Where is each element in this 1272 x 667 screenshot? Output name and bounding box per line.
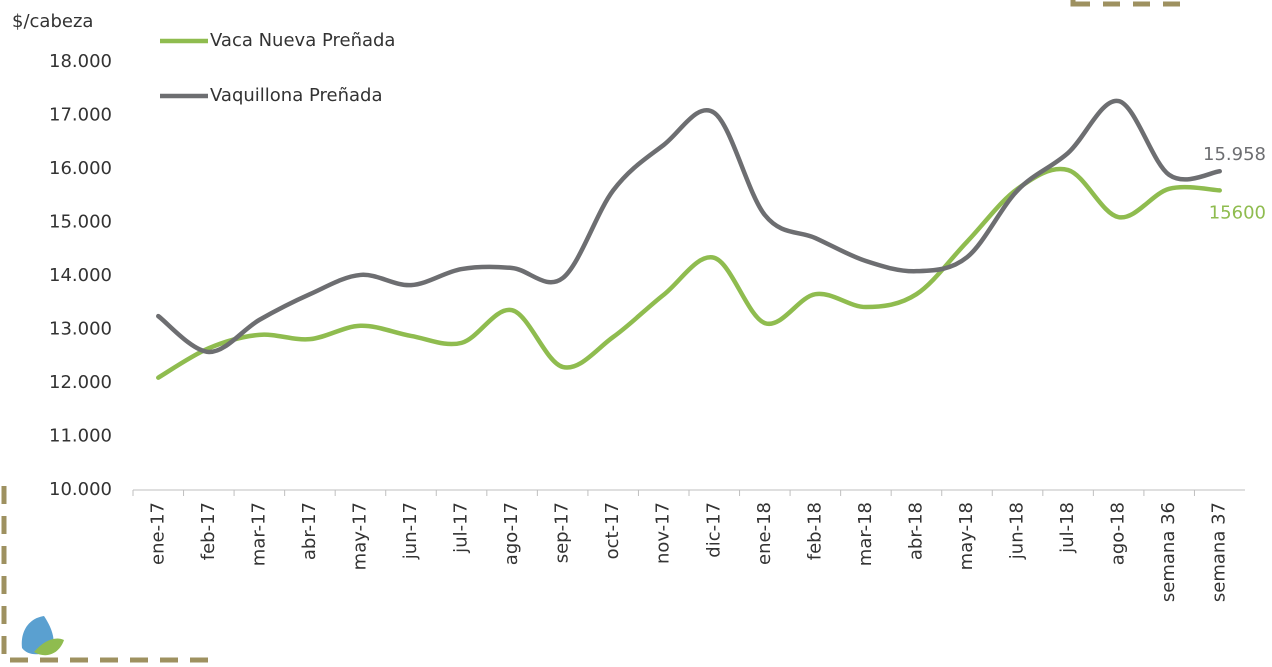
series-line: [156, 98, 1222, 355]
x-tick-label: jun-18: [1007, 502, 1028, 560]
x-tick-label: feb-18: [804, 502, 825, 560]
y-tick-label: 10.000: [49, 479, 112, 500]
x-tick-label: jul-18: [1057, 502, 1078, 554]
y-tick-label: 12.000: [49, 372, 112, 393]
x-tick-label: semana 36: [1158, 502, 1179, 602]
x-tick-label: ene-18: [754, 502, 775, 565]
x-tick-label: jul-17: [451, 502, 472, 554]
y-tick-label: 18.000: [49, 51, 112, 72]
x-tick-label: ene-17: [147, 502, 168, 565]
y-tick-label: 13.000: [49, 319, 112, 340]
data-label: 15.958: [1203, 144, 1266, 165]
x-tick-label: mar-18: [855, 502, 876, 566]
decoration: [1, 0, 1180, 663]
y-tick-label: 14.000: [49, 265, 112, 286]
x-tick-label: ago-18: [1108, 502, 1129, 565]
x-tick-label: ago-17: [501, 502, 522, 565]
x-tick-label: may-18: [956, 502, 977, 570]
x-tick-label: oct-17: [602, 502, 623, 559]
y-tick-label: 16.000: [49, 158, 112, 179]
legend-label: Vaquillona Preñada: [210, 85, 382, 106]
x-tick-label: jun-17: [400, 502, 421, 560]
x-tick-label: sep-17: [552, 502, 573, 563]
x-tick-label: feb-17: [198, 502, 219, 560]
x-tick-label: abr-18: [905, 502, 926, 560]
y-tick-label: 15.000: [49, 212, 112, 233]
legend-label: Vaca Nueva Preñada: [210, 30, 395, 51]
y-tick-label: 11.000: [49, 426, 112, 447]
data-label: 15600: [1209, 202, 1266, 223]
x-tick-label: dic-17: [703, 502, 724, 558]
y-axis-title: $/cabeza: [12, 11, 93, 32]
y-tick-label: 17.000: [49, 105, 112, 126]
x-tick-label: mar-17: [248, 502, 269, 566]
x-tick-label: nov-17: [653, 502, 674, 564]
x-tick-label: semana 37: [1209, 502, 1230, 602]
x-tick-label: may-17: [349, 502, 370, 570]
series-line: [156, 166, 1222, 380]
x-tick-label: abr-17: [299, 502, 320, 560]
